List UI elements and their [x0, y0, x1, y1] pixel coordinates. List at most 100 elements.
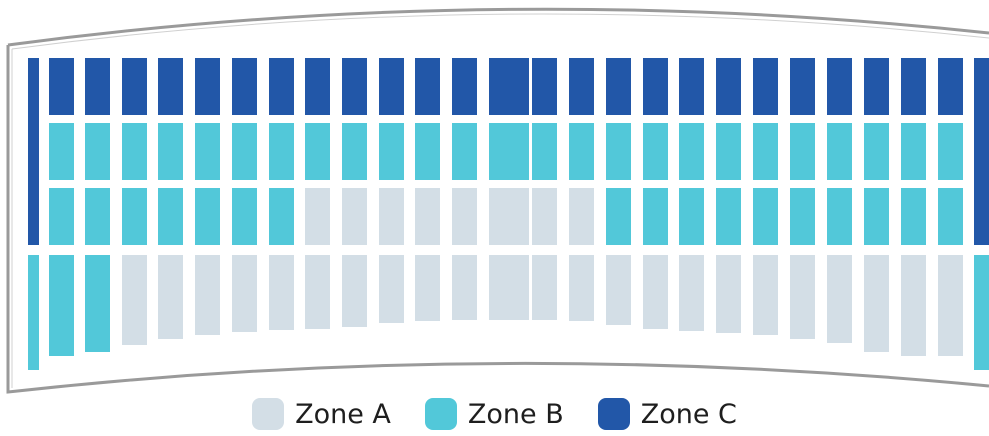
seat-zone-a[interactable]: [452, 255, 477, 320]
seat-zone-c[interactable]: [415, 58, 440, 115]
seat-zone-b[interactable]: [452, 123, 477, 180]
seat-zone-c[interactable]: [938, 58, 963, 115]
seat-zone-a[interactable]: [901, 255, 926, 356]
seat-zone-a[interactable]: [122, 255, 147, 345]
seat-zone-a[interactable]: [342, 188, 367, 245]
seat-zone-c[interactable]: [569, 58, 594, 115]
seat-zone-a[interactable]: [379, 188, 404, 245]
seat-zone-b[interactable]: [305, 123, 330, 180]
seat-zone-c[interactable]: [974, 58, 989, 245]
seat-zone-a[interactable]: [643, 255, 668, 329]
seat-zone-b[interactable]: [679, 123, 704, 180]
seat-zone-a[interactable]: [305, 255, 330, 329]
seat-zone-b[interactable]: [974, 255, 989, 370]
seat-zone-c[interactable]: [790, 58, 815, 115]
seat-zone-c[interactable]: [827, 58, 852, 115]
seat-zone-a[interactable]: [342, 255, 367, 327]
seat-zone-b[interactable]: [827, 123, 852, 180]
seat-zone-b[interactable]: [938, 123, 963, 180]
seat-zone-b[interactable]: [606, 123, 631, 180]
seat-zone-c[interactable]: [269, 58, 294, 115]
seat-zone-b[interactable]: [679, 188, 704, 245]
seat-zone-b[interactable]: [195, 188, 220, 245]
seat-zone-c[interactable]: [305, 58, 330, 115]
seat-zone-a[interactable]: [305, 188, 330, 245]
seat-zone-c[interactable]: [901, 58, 926, 115]
seat-zone-a[interactable]: [753, 255, 778, 335]
seat-zone-a[interactable]: [938, 255, 963, 356]
seat-zone-b[interactable]: [827, 188, 852, 245]
seat-zone-c[interactable]: [342, 58, 367, 115]
seat-zone-b[interactable]: [901, 188, 926, 245]
seat-zone-b[interactable]: [415, 123, 440, 180]
seat-zone-b[interactable]: [158, 123, 183, 180]
seat-zone-b[interactable]: [864, 123, 889, 180]
seat-zone-a[interactable]: [269, 255, 294, 330]
seat-zone-c[interactable]: [195, 58, 220, 115]
seat-zone-c[interactable]: [864, 58, 889, 115]
seat-zone-b[interactable]: [901, 123, 926, 180]
seat-zone-a[interactable]: [415, 255, 440, 321]
seat-zone-c[interactable]: [753, 58, 778, 115]
seat-zone-a[interactable]: [158, 255, 183, 339]
seat-zone-c[interactable]: [489, 58, 529, 115]
seat-zone-b[interactable]: [753, 123, 778, 180]
seat-zone-b[interactable]: [864, 188, 889, 245]
seat-zone-a[interactable]: [379, 255, 404, 323]
seat-zone-a[interactable]: [452, 188, 477, 245]
seat-zone-b[interactable]: [49, 188, 74, 245]
seat-zone-c[interactable]: [643, 58, 668, 115]
seat-zone-b[interactable]: [790, 123, 815, 180]
seat-zone-c[interactable]: [122, 58, 147, 115]
seat-zone-b[interactable]: [342, 123, 367, 180]
seat-zone-c[interactable]: [28, 58, 39, 245]
seat-zone-c[interactable]: [158, 58, 183, 115]
seat-zone-c[interactable]: [232, 58, 257, 115]
seat-zone-a[interactable]: [716, 255, 741, 333]
seat-zone-b[interactable]: [85, 255, 110, 352]
seat-zone-b[interactable]: [569, 123, 594, 180]
seat-zone-c[interactable]: [452, 58, 477, 115]
seat-zone-b[interactable]: [489, 123, 529, 180]
seat-zone-a[interactable]: [679, 255, 704, 331]
seat-zone-b[interactable]: [643, 188, 668, 245]
seat-zone-b[interactable]: [379, 123, 404, 180]
seat-zone-a[interactable]: [569, 188, 594, 245]
seat-zone-b[interactable]: [716, 188, 741, 245]
seat-zone-b[interactable]: [85, 123, 110, 180]
seat-zone-b[interactable]: [790, 188, 815, 245]
seat-zone-b[interactable]: [532, 123, 557, 180]
seat-zone-a[interactable]: [532, 188, 557, 245]
seat-zone-b[interactable]: [232, 188, 257, 245]
seat-zone-c[interactable]: [379, 58, 404, 115]
seat-zone-b[interactable]: [269, 123, 294, 180]
seat-zone-b[interactable]: [269, 188, 294, 245]
seat-zone-b[interactable]: [49, 123, 74, 180]
seat-zone-b[interactable]: [28, 255, 39, 370]
seat-zone-b[interactable]: [606, 188, 631, 245]
seat-zone-b[interactable]: [232, 123, 257, 180]
seat-zone-c[interactable]: [679, 58, 704, 115]
seat-zone-b[interactable]: [158, 188, 183, 245]
seat-zone-a[interactable]: [415, 188, 440, 245]
seat-zone-a[interactable]: [827, 255, 852, 343]
seat-zone-c[interactable]: [49, 58, 74, 115]
seat-zone-a[interactable]: [864, 255, 889, 352]
seat-zone-a[interactable]: [790, 255, 815, 339]
seat-zone-a[interactable]: [489, 188, 529, 245]
seat-zone-b[interactable]: [716, 123, 741, 180]
seat-zone-b[interactable]: [49, 255, 74, 356]
seat-zone-b[interactable]: [195, 123, 220, 180]
seat-zone-a[interactable]: [489, 255, 529, 320]
seat-zone-a[interactable]: [532, 255, 557, 320]
seat-zone-c[interactable]: [716, 58, 741, 115]
seat-zone-b[interactable]: [122, 188, 147, 245]
seat-zone-b[interactable]: [122, 123, 147, 180]
seat-zone-b[interactable]: [753, 188, 778, 245]
seat-zone-b[interactable]: [938, 188, 963, 245]
seat-zone-c[interactable]: [532, 58, 557, 115]
seat-zone-a[interactable]: [232, 255, 257, 332]
seat-zone-b[interactable]: [85, 188, 110, 245]
seat-zone-a[interactable]: [195, 255, 220, 335]
seat-zone-a[interactable]: [606, 255, 631, 325]
